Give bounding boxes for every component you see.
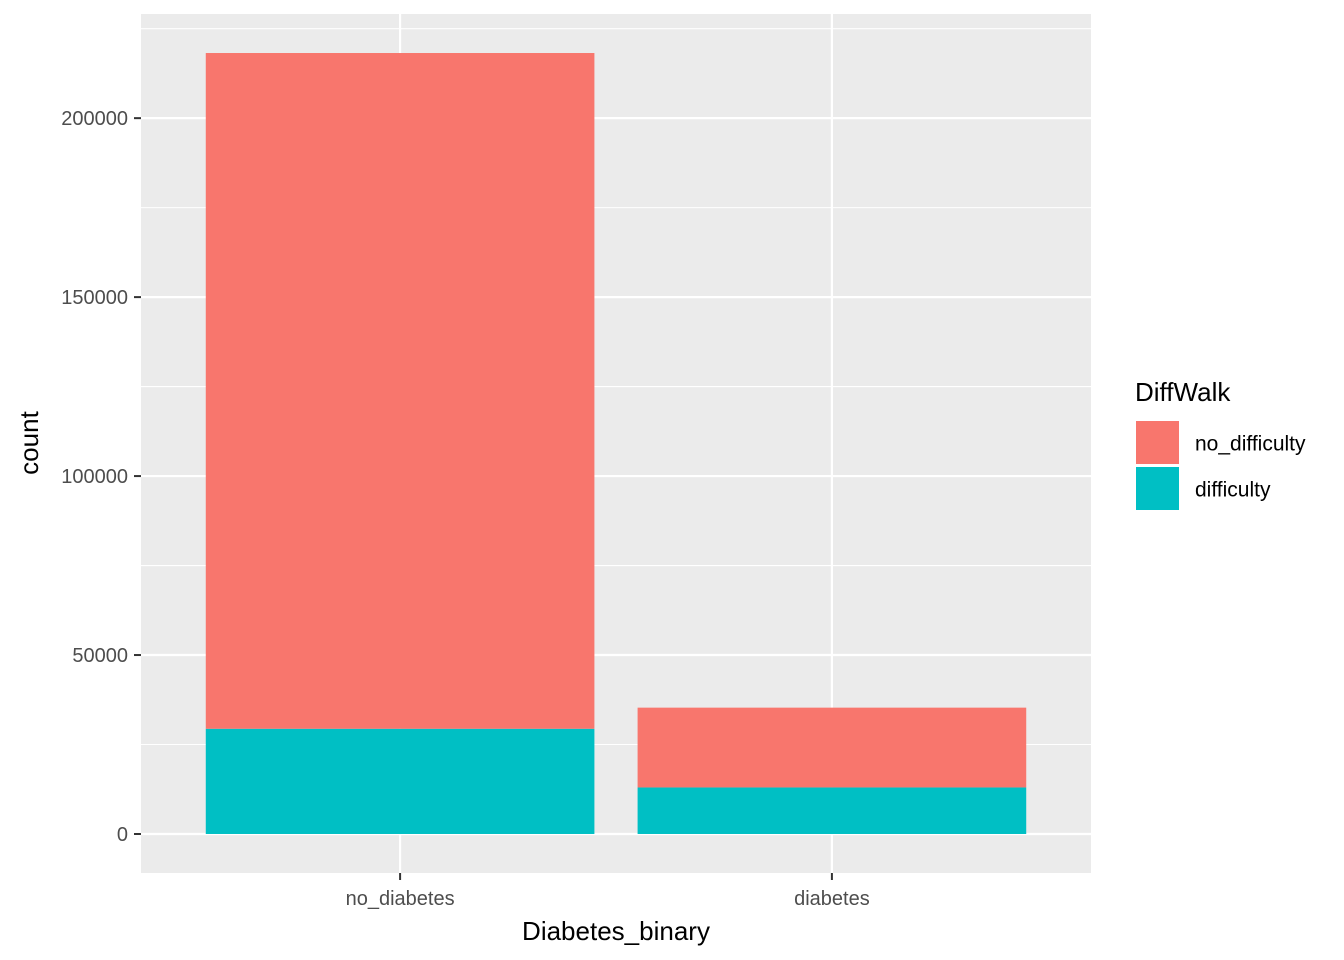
x-tick-label: diabetes [794,888,870,910]
bar-no_diabetes-difficulty [205,728,595,834]
legend-label-difficulty: difficulty [1195,479,1271,502]
bar-no_diabetes-no_difficulty [205,53,595,729]
bar-diabetes-no_difficulty [637,707,1027,788]
x-axis-title: Diabetes_binary [522,916,710,946]
y-tick-label: 200000 [61,108,128,130]
x-axis: no_diabetes diabetes [346,873,870,910]
bars [205,53,1027,834]
legend-key-no_difficulty [1136,421,1179,464]
legend: DiffWalk no_difficulty difficulty [1135,377,1306,510]
x-tick-label: no_diabetes [346,888,455,910]
bar-diabetes-difficulty [637,787,1027,834]
y-axis-title: count [14,410,44,474]
y-tick-label: 0 [117,824,128,846]
legend-title: DiffWalk [1135,377,1231,407]
legend-label-no_difficulty: no_difficulty [1195,433,1306,456]
legend-key-difficulty [1136,467,1179,510]
y-tick-label: 100000 [61,466,128,488]
y-tick-label: 150000 [61,287,128,309]
y-axis: 0 50000 100000 150000 200000 [61,108,141,846]
y-tick-label: 50000 [72,645,128,667]
